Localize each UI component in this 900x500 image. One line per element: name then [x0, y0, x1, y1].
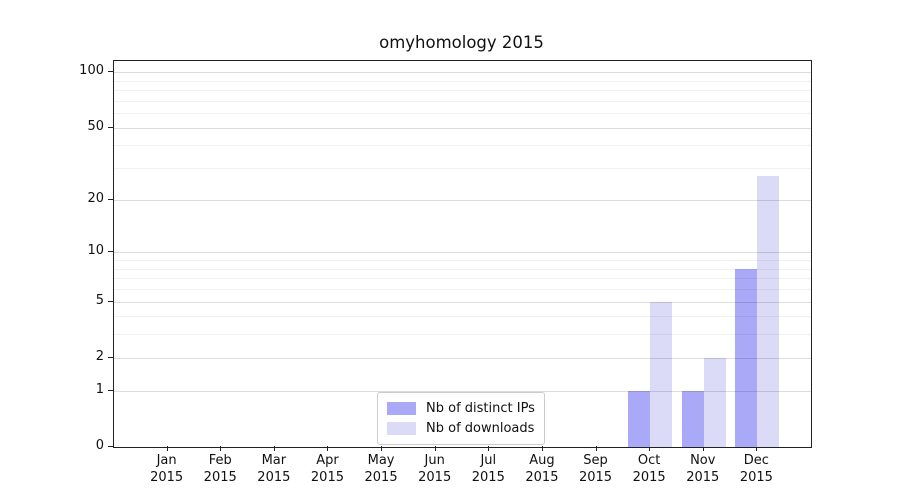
- x-tick-label: Feb 2015: [180, 452, 260, 486]
- major-gridline: [114, 252, 811, 254]
- x-tick-year: 2015: [471, 470, 505, 485]
- y-tick-mark: [108, 198, 113, 200]
- bar-downloads-oct: [650, 301, 673, 447]
- x-tick-year: 2015: [203, 470, 237, 485]
- x-tick-year: 2015: [632, 470, 666, 485]
- y-tick-label: 50: [87, 118, 104, 134]
- y-tick-label: 100: [79, 63, 104, 79]
- major-gridline: [114, 72, 811, 74]
- legend-swatch-distinct-ips: [387, 402, 416, 415]
- chart-title: omyhomology 2015: [379, 33, 544, 52]
- legend-item-downloads: Nb of downloads: [387, 419, 535, 438]
- x-tick-label: Jan 2015: [127, 452, 207, 486]
- major-gridline: [114, 357, 811, 359]
- x-tick-month: Feb: [208, 453, 232, 468]
- major-gridline: [114, 127, 811, 129]
- x-tick-month: Apr: [316, 453, 339, 468]
- x-tick-year: 2015: [578, 470, 613, 485]
- major-gridline: [114, 301, 811, 303]
- x-tick-label: Dec 2015: [716, 452, 796, 486]
- minor-gridline: [114, 113, 811, 115]
- legend-label-downloads: Nb of downloads: [426, 421, 535, 436]
- x-tick-mark: [541, 446, 543, 451]
- minor-gridline: [114, 80, 811, 82]
- x-tick-mark: [434, 446, 436, 451]
- major-gridline: [114, 199, 811, 201]
- x-tick-label: Sep 2015: [556, 452, 636, 486]
- x-tick-year: 2015: [525, 470, 559, 485]
- x-tick-label: Aug 2015: [502, 452, 582, 486]
- minor-gridline: [114, 268, 811, 270]
- legend-swatch-downloads: [387, 422, 416, 435]
- x-tick-month: May: [367, 453, 395, 468]
- x-tick-label: Jun 2015: [395, 452, 475, 486]
- x-tick-label: May 2015: [341, 452, 421, 486]
- x-tick-year: 2015: [257, 470, 291, 485]
- x-tick-month: Jan: [156, 453, 177, 468]
- x-tick-mark: [702, 446, 704, 451]
- y-tick-label: 20: [87, 190, 104, 206]
- x-tick-mark: [327, 446, 329, 451]
- x-tick-month: Mar: [261, 453, 287, 468]
- x-tick-year: 2015: [739, 470, 773, 485]
- legend-label-distinct-ips: Nb of distinct IPs: [426, 401, 535, 416]
- x-tick-mark: [220, 446, 222, 451]
- bar-distinct-ips-oct: [628, 390, 651, 447]
- x-tick-year: 2015: [418, 470, 452, 485]
- major-gridline: [114, 390, 811, 392]
- x-tick-mark: [756, 446, 758, 451]
- minor-gridline: [114, 145, 811, 147]
- x-tick-label: Apr 2015: [287, 452, 367, 486]
- bar-distinct-ips-dec: [735, 268, 758, 447]
- y-tick-mark: [108, 389, 113, 391]
- bar-distinct-ips-nov: [681, 390, 704, 447]
- x-tick-label: Oct 2015: [609, 452, 689, 486]
- x-tick-mark: [273, 446, 275, 451]
- x-tick-year: 2015: [364, 470, 398, 485]
- y-tick-mark: [108, 446, 113, 447]
- x-tick-month: Oct: [637, 453, 661, 468]
- x-tick-label: Mar 2015: [234, 452, 314, 486]
- x-tick-label: Nov 2015: [663, 452, 743, 486]
- legend-item-distinct-ips: Nb of distinct IPs: [387, 399, 535, 418]
- x-tick-month: Nov: [690, 453, 716, 468]
- x-tick-month: Aug: [529, 453, 555, 468]
- y-tick-mark: [108, 126, 113, 128]
- y-tick-mark: [108, 300, 113, 302]
- minor-gridline: [114, 316, 811, 318]
- y-tick-label: 0: [95, 438, 104, 453]
- x-tick-year: 2015: [150, 470, 184, 485]
- x-tick-mark: [166, 446, 168, 451]
- y-tick-label: 2: [95, 348, 104, 364]
- bar-downloads-nov: [703, 357, 726, 447]
- minor-gridline: [114, 90, 811, 92]
- x-tick-label: Jul 2015: [448, 452, 528, 486]
- x-tick-mark: [381, 446, 383, 451]
- minor-gridline: [114, 260, 811, 262]
- minor-gridline: [114, 278, 811, 280]
- x-tick-month: Jul: [480, 453, 497, 468]
- x-tick-year: 2015: [686, 470, 720, 485]
- minor-gridline: [114, 288, 811, 290]
- y-tick-mark: [108, 356, 113, 358]
- y-tick-mark: [108, 251, 113, 253]
- y-tick-mark: [108, 71, 113, 73]
- minor-gridline: [114, 168, 811, 170]
- legend: Nb of distinct IPs Nb of downloads: [377, 392, 545, 445]
- y-tick-label: 10: [87, 243, 104, 259]
- plot-area: [113, 60, 812, 448]
- x-tick-month: Sep: [583, 453, 608, 468]
- y-tick-label: 1: [95, 381, 104, 397]
- minor-gridline: [114, 100, 811, 102]
- x-tick-mark: [488, 446, 490, 451]
- y-tick-label: 5: [95, 292, 104, 308]
- x-tick-mark: [649, 446, 651, 451]
- x-tick-month: Jun: [424, 453, 445, 468]
- x-tick-year: 2015: [310, 470, 344, 485]
- minor-gridline: [114, 334, 811, 336]
- x-tick-month: Dec: [743, 453, 769, 468]
- x-tick-mark: [595, 446, 597, 451]
- bar-downloads-dec: [757, 176, 780, 447]
